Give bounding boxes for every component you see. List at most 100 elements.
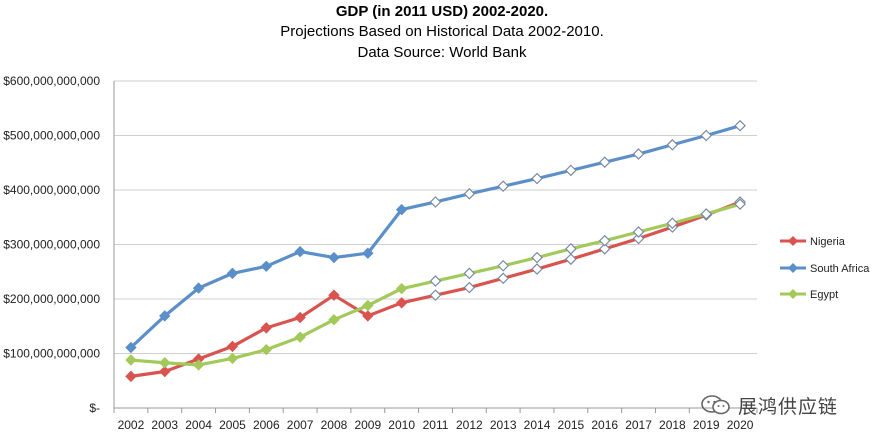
data-point: [632, 232, 645, 245]
legend-item: South Africa: [780, 263, 870, 275]
data-point: [328, 251, 340, 264]
x-tick-label: 2008: [321, 418, 348, 432]
x-tick-label: 2019: [693, 418, 720, 432]
x-tick-label: 2010: [388, 418, 415, 432]
data-point: [497, 259, 510, 272]
chart-subtitle-line-2: Data Source: World Bank: [358, 44, 527, 61]
x-tick-label: 2006: [253, 418, 280, 432]
legend-item: Nigeria: [780, 236, 846, 248]
x-tick-label: 2007: [287, 418, 314, 432]
y-tick-label: $100,000,000,000: [3, 347, 100, 361]
data-point: [294, 245, 306, 258]
data-point: [531, 263, 543, 275]
legend-label: Nigeria: [810, 236, 846, 248]
data-point: [260, 322, 272, 334]
data-point: [328, 289, 340, 301]
legend-marker: [788, 263, 798, 273]
wechat-icon: [701, 395, 730, 415]
data-point: [159, 365, 171, 378]
y-tick-label: $300,000,000,000: [3, 238, 100, 252]
chart-gridlines: [114, 80, 757, 409]
data-point: [598, 243, 611, 255]
x-tick-label: 2011: [423, 418, 449, 432]
x-tick-label: 2002: [118, 418, 145, 432]
data-point: [734, 198, 746, 211]
data-point: [362, 247, 374, 259]
data-point: [463, 267, 476, 280]
data-point: [395, 297, 408, 309]
y-axis: $- $100,000,000,000 $200,000,000,000 $300,0…: [3, 74, 115, 415]
data-point: [531, 251, 543, 264]
data-point: [125, 370, 137, 383]
y-tick-label: $-: [89, 401, 100, 415]
legend-item: Egypt: [780, 289, 838, 301]
data-point: [125, 341, 137, 354]
x-tick-label: 2013: [490, 418, 517, 432]
data-point: [666, 217, 679, 230]
x-tick-label: 2012: [456, 418, 483, 432]
data-point: [700, 129, 713, 142]
x-tick-label: 2014: [524, 418, 551, 432]
data-point: [192, 282, 205, 294]
data-point: [395, 203, 408, 216]
legend-marker: [788, 289, 798, 299]
data-point: [497, 180, 510, 193]
x-tick-label: 2018: [659, 418, 686, 432]
data-point: [463, 281, 476, 294]
data-point: [632, 148, 645, 160]
data-point: [429, 196, 442, 208]
x-tick-label: 2020: [727, 418, 754, 432]
data-point: [125, 354, 137, 366]
data-point: [565, 164, 577, 177]
data-point: [463, 187, 476, 200]
data-point: [565, 243, 577, 255]
y-tick-label: $500,000,000,000: [3, 129, 100, 143]
chart-series: [125, 119, 746, 383]
data-point: [497, 272, 510, 285]
x-tick-label: 2015: [558, 418, 585, 432]
x-tick-label: 2005: [219, 418, 246, 432]
data-point: [362, 299, 374, 312]
data-point: [328, 314, 340, 326]
data-point: [565, 253, 577, 266]
data-point: [226, 340, 239, 353]
data-point: [429, 275, 442, 287]
y-tick-label: $200,000,000,000: [3, 292, 100, 306]
data-point: [260, 260, 272, 273]
watermark-text: 展鸿供应链: [738, 395, 839, 418]
data-point: [159, 310, 171, 322]
x-axis: 2002 2003 2004 2005 2006 2007 2008 2009 2010 2011…: [113, 408, 758, 432]
x-tick-label: 2017: [625, 418, 652, 432]
data-point: [666, 138, 679, 151]
x-tick-label: 2004: [185, 418, 212, 432]
watermark: 展鸿供应链: [700, 390, 875, 420]
legend-marker: [788, 236, 798, 246]
legend-label: Egypt: [810, 289, 838, 301]
data-point: [260, 343, 272, 356]
data-point: [395, 282, 408, 295]
data-point: [700, 208, 713, 220]
chart-subtitle-line-1: Projections Based on Historical Data 200…: [280, 23, 604, 40]
x-tick-label: 2003: [151, 418, 178, 432]
chart-title: GDP (in 2011 USD) 2002-2020.: [336, 3, 548, 20]
data-point: [429, 289, 442, 302]
data-point: [734, 119, 746, 132]
data-point: [159, 357, 171, 369]
data-point: [294, 311, 306, 324]
data-point: [226, 352, 239, 365]
data-point: [226, 267, 239, 280]
x-tick-label: 2009: [354, 418, 381, 432]
data-point: [362, 310, 374, 322]
chart-legend: Nigeria South Africa Egypt: [780, 236, 870, 301]
x-tick-label: 2016: [591, 418, 618, 432]
data-point: [598, 156, 611, 169]
data-point: [632, 226, 645, 238]
data-point: [531, 172, 543, 185]
legend-label: South Africa: [810, 263, 870, 275]
y-tick-label: $400,000,000,000: [3, 183, 100, 197]
data-point: [598, 234, 611, 247]
data-point: [294, 331, 306, 343]
y-tick-label: $600,000,000,000: [3, 74, 100, 88]
data-point: [192, 359, 205, 371]
